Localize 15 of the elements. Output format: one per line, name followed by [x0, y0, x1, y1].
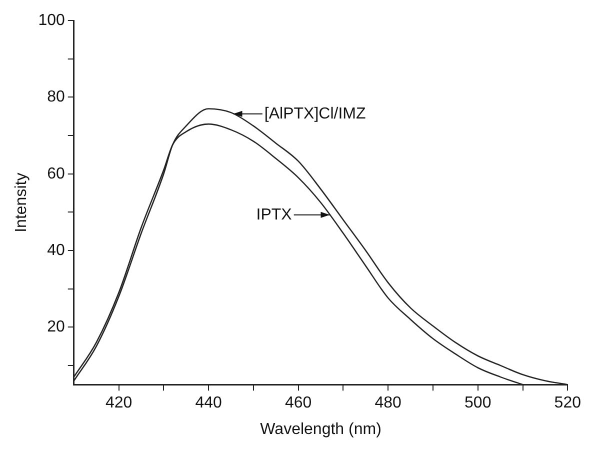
x-tick-label: 500: [464, 394, 492, 412]
x-tick-label: 460: [284, 394, 312, 412]
y-axis-title: Intensity: [13, 172, 30, 232]
y-tick-label: 20: [47, 318, 65, 336]
y-tick-label: 40: [47, 242, 65, 259]
x-tick-label: 440: [195, 394, 222, 412]
y-tick-label: 100: [38, 12, 65, 30]
x-tick-label: 520: [554, 394, 582, 412]
series-label: [AlPTX]Cl/IMZ: [264, 105, 366, 122]
x-tick-label: 480: [374, 394, 402, 412]
y-tick-label: 80: [47, 88, 65, 106]
series-label: IPTX: [256, 206, 292, 224]
x-tick-label: 420: [105, 394, 132, 412]
x-axis-title: Wavelength (nm): [260, 420, 382, 438]
y-tick-label: 60: [47, 165, 65, 182]
